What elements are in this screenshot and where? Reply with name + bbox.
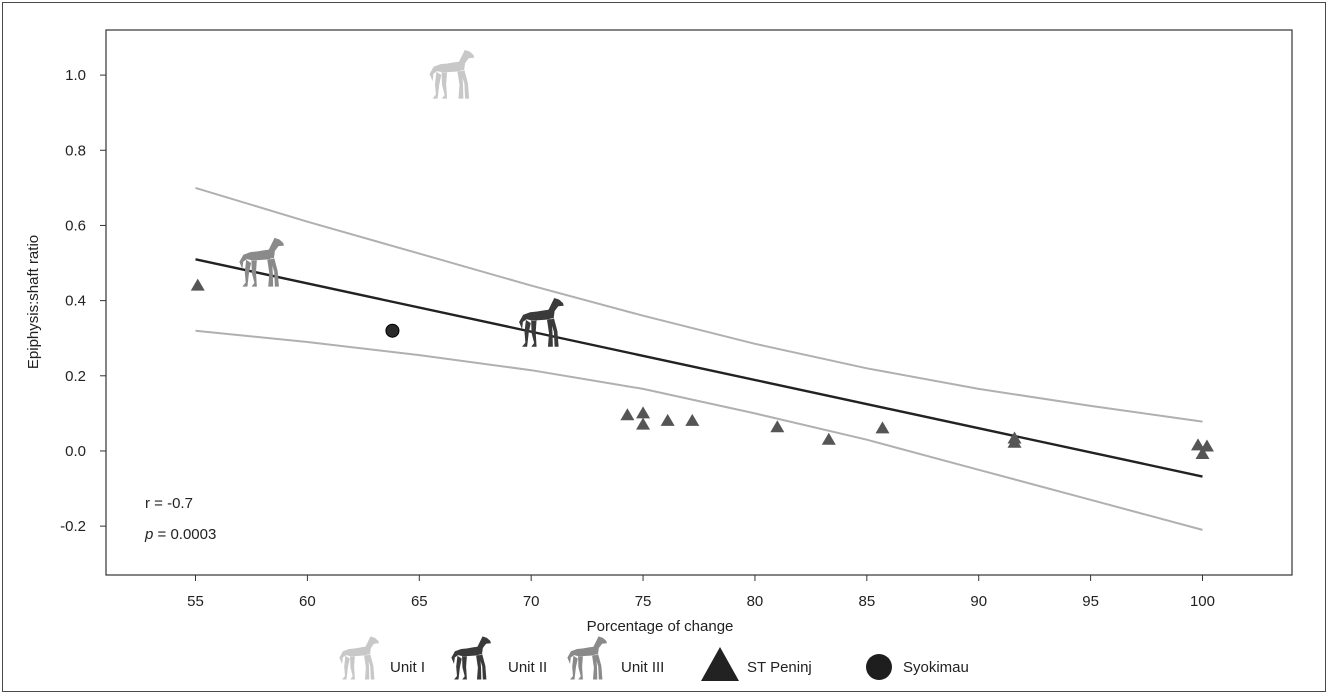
legend-item-unit-iii: Unit III bbox=[567, 636, 664, 680]
legend-label-syokimau: Syokimau bbox=[903, 659, 969, 676]
data-point-triangle bbox=[190, 278, 205, 291]
data-point-triangle bbox=[1195, 446, 1210, 459]
data-point-triangle bbox=[1191, 438, 1206, 451]
legend-label-unit-ii: Unit II bbox=[508, 659, 547, 676]
data-point-triangle bbox=[875, 421, 890, 434]
confidence-band-lower bbox=[195, 329, 1203, 531]
y-tick-label: 0.0 bbox=[65, 443, 86, 460]
data-point-triangle bbox=[685, 413, 700, 426]
p-value: = 0.0003 bbox=[153, 526, 216, 543]
plot-frame bbox=[105, 29, 1293, 576]
legend-item-st-peninj: ST Peninj bbox=[701, 647, 812, 681]
data-point-horse bbox=[239, 237, 284, 287]
plot-area: 55 60 65 70 75 80 85 90 95 100 -0.2 0.0 0.2 0.4 0.6 0.… bbox=[60, 29, 1293, 610]
data-point-circle bbox=[385, 323, 400, 338]
legend-horse-icon-unit-iii bbox=[567, 636, 607, 680]
r-annotation: r = -0.7 bbox=[145, 495, 193, 512]
legend-item-unit-ii: Unit II bbox=[451, 636, 547, 680]
x-tick-label: 70 bbox=[523, 593, 540, 610]
y-tick-label: 0.2 bbox=[65, 368, 86, 385]
data-point-triangle bbox=[636, 417, 651, 430]
x-tick-label: 90 bbox=[970, 593, 987, 610]
x-tick-label: 100 bbox=[1190, 593, 1215, 610]
x-tick-label: 55 bbox=[187, 593, 204, 610]
x-tick-label: 85 bbox=[858, 593, 875, 610]
x-tick-label: 95 bbox=[1082, 593, 1099, 610]
legend-label-st-peninj: ST Peninj bbox=[747, 659, 812, 676]
legend-item-syokimau: Syokimau bbox=[866, 654, 969, 680]
data-point-horse bbox=[429, 49, 475, 99]
x-tick-label: 65 bbox=[411, 593, 428, 610]
data-point-triangle bbox=[660, 413, 675, 426]
data-point-triangle bbox=[636, 406, 651, 419]
legend-triangle-icon bbox=[701, 647, 739, 681]
x-axis: 55 60 65 70 75 80 85 90 95 100 bbox=[187, 575, 1215, 610]
legend-item-unit-i: Unit I bbox=[339, 636, 425, 680]
data-point-triangle bbox=[770, 420, 785, 433]
data-point-triangle bbox=[620, 408, 635, 421]
data-point-triangle bbox=[1199, 439, 1214, 452]
regression-layer bbox=[195, 258, 1203, 478]
regression-line bbox=[195, 258, 1203, 478]
data-point-horse bbox=[519, 298, 564, 347]
x-tick-label: 80 bbox=[747, 593, 764, 610]
y-axis: -0.2 0.0 0.2 0.4 0.6 0.8 1.0 bbox=[60, 67, 106, 535]
y-axis-title: Epiphysis:shaft ratio bbox=[25, 235, 42, 369]
data-point-triangle bbox=[1007, 435, 1022, 448]
x-tick-label: 60 bbox=[299, 593, 316, 610]
data-point-triangle bbox=[821, 432, 836, 445]
points-layer bbox=[190, 49, 1214, 459]
confidence-band bbox=[195, 186, 1203, 531]
y-tick-label: 1.0 bbox=[65, 67, 86, 84]
x-tick-label: 75 bbox=[635, 593, 652, 610]
y-tick-label: -0.2 bbox=[60, 518, 86, 535]
y-tick-label: 0.6 bbox=[65, 217, 86, 234]
legend: Unit I Unit II Unit III ST Peninj Syokim… bbox=[339, 636, 969, 681]
legend-label-unit-iii: Unit III bbox=[621, 659, 664, 676]
legend-circle-icon bbox=[866, 654, 892, 680]
y-tick-label: 0.4 bbox=[65, 293, 86, 310]
legend-horse-icon-unit-ii bbox=[451, 636, 491, 680]
confidence-band-upper bbox=[195, 186, 1203, 423]
x-axis-title: Porcentage of change bbox=[587, 618, 734, 635]
p-annotation: p = 0.0003 bbox=[144, 526, 216, 543]
legend-horse-icon-unit-i bbox=[339, 636, 379, 680]
legend-label-unit-i: Unit I bbox=[390, 659, 425, 676]
p-symbol: p bbox=[144, 526, 153, 543]
y-tick-label: 0.8 bbox=[65, 142, 86, 159]
